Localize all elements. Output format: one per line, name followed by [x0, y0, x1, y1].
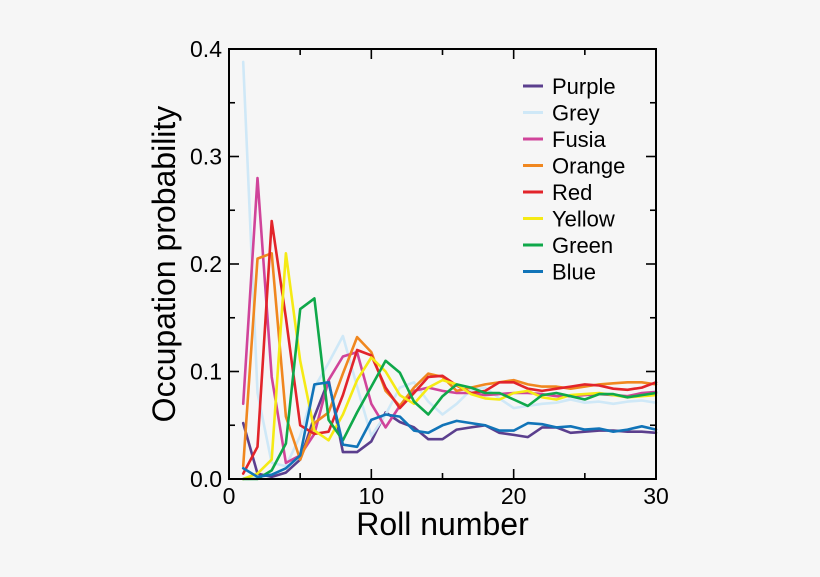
y-tick-label: 0.2 [190, 251, 222, 277]
legend-label-orange: Orange [552, 154, 625, 179]
legend-label-red: Red [552, 180, 592, 205]
y-tick-label: 0.3 [190, 144, 222, 170]
legend-label-green: Green [552, 233, 613, 258]
x-tick-label: 30 [643, 483, 669, 509]
series-line-blue [241, 380, 658, 479]
series-lines [241, 60, 658, 481]
series-line-green [241, 297, 658, 481]
x-tick-label: 10 [359, 483, 385, 509]
y-tick-label: 0.4 [190, 36, 222, 62]
legend-label-grey: Grey [552, 101, 600, 126]
x-tick-label: 0 [223, 483, 236, 509]
plot-frame [228, 48, 657, 480]
y-tick-label: 0.0 [190, 466, 222, 492]
series-line-orange [241, 252, 658, 468]
series-line-yellow [241, 252, 658, 481]
series-line-red [241, 219, 658, 475]
legend-label-blue: Blue [552, 260, 596, 285]
tick-labels: 0 10 20 30 0.0 0.1 0.2 0.3 0.4 [190, 36, 669, 509]
x-axis-title: Roll number [356, 506, 529, 542]
legend-label-fusia: Fusia [552, 127, 607, 152]
y-axis-title: Occupation probability [146, 106, 182, 423]
legend-label-purple: Purple [552, 74, 616, 99]
y-tick-label: 0.1 [190, 359, 222, 385]
x-tick-label: 20 [501, 483, 527, 509]
legend-label-yellow: Yellow [552, 207, 615, 232]
